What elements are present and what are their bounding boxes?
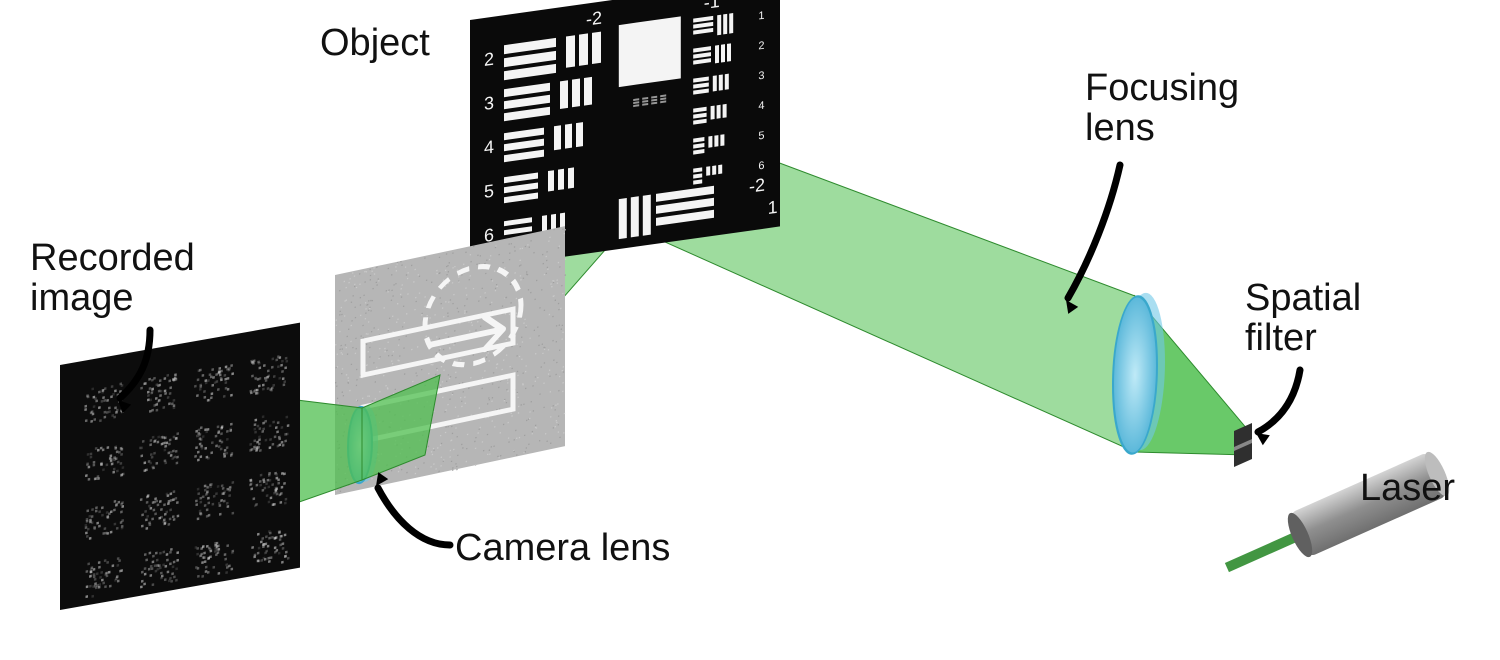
svg-text:4: 4 (758, 100, 764, 113)
arrow-focusing_lens (1068, 165, 1120, 298)
svg-text:-2: -2 (586, 8, 602, 30)
label-laser: Laser (1360, 467, 1455, 509)
label-focusing-lens: Focusinglens (1085, 67, 1239, 149)
label-recorded-image: Recordedimage (30, 237, 195, 319)
svg-text:2: 2 (758, 40, 764, 53)
label-spatial-filter: Spatialfilter (1245, 277, 1361, 359)
arrow-camera_lens (378, 488, 450, 545)
svg-text:3: 3 (758, 70, 764, 83)
svg-text:1: 1 (768, 197, 778, 218)
svg-text:-2: -2 (749, 175, 765, 197)
svg-text:1: 1 (758, 10, 764, 23)
arrow-spatial_filter (1258, 370, 1300, 432)
svg-text:6: 6 (758, 160, 764, 173)
svg-text:-1: -1 (704, 0, 720, 13)
svg-text:4: 4 (484, 137, 494, 158)
svg-text:5: 5 (484, 181, 494, 202)
object-target: -2-123456123456-21 (470, 0, 780, 270)
svg-text:2: 2 (484, 49, 494, 70)
svg-text:3: 3 (484, 93, 494, 114)
label-object: Object (320, 22, 430, 64)
svg-text:5: 5 (758, 130, 764, 143)
label-camera-lens: Camera lens (455, 527, 670, 569)
recorded-image (60, 323, 300, 610)
